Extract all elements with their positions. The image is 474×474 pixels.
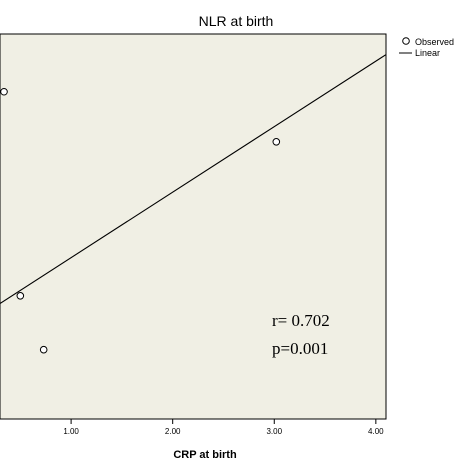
annotation-r: r= 0.702	[272, 311, 330, 330]
observed-point-2	[39, 345, 48, 354]
observed-point-0	[0, 87, 8, 96]
x-axis-label: CRP at birth	[173, 449, 237, 461]
legend-label-observed: Observed	[415, 37, 454, 47]
x-tick-label-1: 2.00	[165, 427, 181, 436]
legend-marker-observed	[402, 37, 410, 45]
legend-label-linear: Linear	[415, 48, 440, 58]
linear-fit-line	[0, 53, 386, 304]
observed-point-1	[16, 292, 25, 300]
annotation-p: p=0.001	[272, 339, 328, 358]
x-tick-label-0: 1.00	[63, 427, 79, 436]
x-tick-label-2: 3.00	[266, 427, 282, 436]
x-tick-label-3: 4.00	[368, 427, 384, 436]
chart-title: NLR at birth	[199, 13, 274, 29]
observed-point-3	[272, 138, 281, 146]
legend: Observed Linear	[399, 37, 454, 58]
plot-area	[0, 33, 387, 420]
